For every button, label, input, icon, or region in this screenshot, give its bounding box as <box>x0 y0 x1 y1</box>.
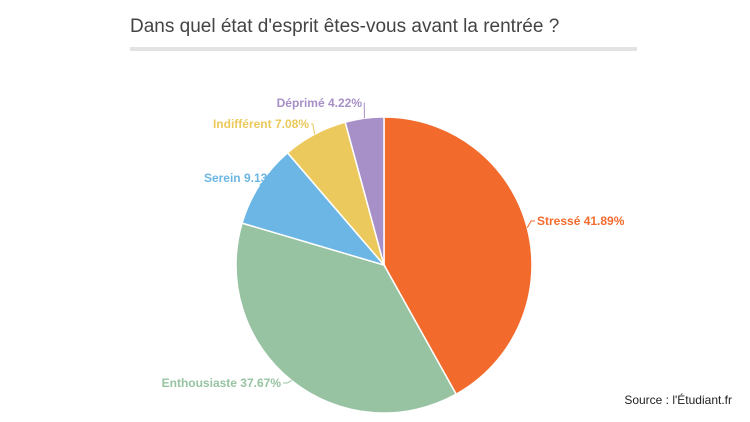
source-caption: Source : l'Étudiant.fr <box>624 393 732 407</box>
leader-line <box>311 123 316 135</box>
data-label: Indifférent 7.08% <box>213 117 309 131</box>
pie-slice-stressé <box>383 116 533 396</box>
leader-line <box>283 380 292 384</box>
data-label: Serein 9.13% <box>204 171 278 185</box>
data-label: Stressé 41.89% <box>537 214 625 228</box>
title-divider <box>130 47 637 51</box>
leader-line <box>526 220 535 228</box>
data-label: Enthousiaste 37.67% <box>162 376 282 390</box>
chart-title: Dans quel état d'esprit êtes-vous avant … <box>130 16 560 37</box>
leader-line <box>259 177 280 186</box>
data-label: Déprimé 4.22% <box>277 96 363 110</box>
pie-slice-enthousiaste <box>235 222 458 414</box>
